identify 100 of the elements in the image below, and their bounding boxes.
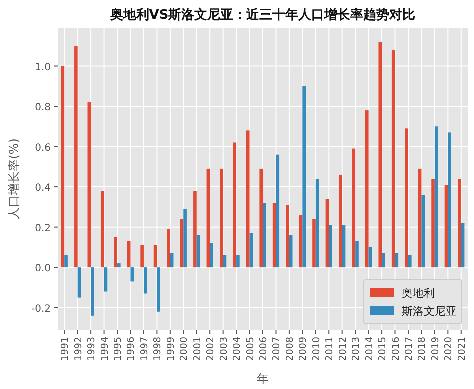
bar <box>210 243 214 268</box>
bar <box>154 245 158 268</box>
x-tick-label: 1995 <box>113 337 124 362</box>
y-tick-label: 0.2 <box>35 223 51 234</box>
x-tick-label: 2010 <box>311 337 322 362</box>
y-tick-label: 0.0 <box>35 264 51 275</box>
bar <box>329 225 332 268</box>
bar <box>170 253 174 268</box>
bar <box>316 179 320 268</box>
bar <box>114 237 118 268</box>
bar <box>236 256 240 268</box>
bar <box>408 256 412 268</box>
bar <box>104 268 108 292</box>
bar <box>422 195 426 268</box>
bar <box>74 46 78 268</box>
bar <box>366 110 369 268</box>
bar <box>368 247 372 268</box>
bar <box>130 268 134 282</box>
bar <box>127 241 131 268</box>
x-tick-label: 1997 <box>139 337 150 362</box>
x-tick-label: 1993 <box>86 337 98 362</box>
bar <box>91 268 94 316</box>
x-tick-label: 1994 <box>100 337 111 362</box>
bar <box>167 229 170 268</box>
bar <box>289 235 293 268</box>
bar <box>312 219 316 268</box>
bar <box>78 268 82 298</box>
y-tick-label: 0.8 <box>35 102 51 114</box>
legend-label: 斯洛文尼亚 <box>402 305 457 318</box>
x-tick-label: 2003 <box>218 337 230 362</box>
y-tick-label: -0.2 <box>31 304 51 315</box>
bar <box>302 86 306 268</box>
x-tick-label: 2009 <box>298 337 310 362</box>
x-tick-label: 2019 <box>430 337 442 362</box>
bar <box>246 130 250 268</box>
bar <box>194 191 197 268</box>
bar <box>432 179 435 268</box>
x-tick-label: 2001 <box>192 337 204 362</box>
x-tick-label: 1991 <box>60 337 72 362</box>
bar <box>276 154 280 268</box>
x-tick-label: 1999 <box>166 337 177 362</box>
bar <box>352 148 356 268</box>
x-tick-label: 2018 <box>417 337 428 362</box>
bar <box>461 223 465 268</box>
bar <box>342 225 346 268</box>
bar <box>64 256 68 268</box>
x-tick-label: 1998 <box>152 337 164 362</box>
x-tick-label: 2007 <box>272 337 283 362</box>
bar <box>448 132 452 268</box>
bar <box>157 268 160 312</box>
bar <box>220 168 224 268</box>
y-tick-label: 0.6 <box>35 142 51 154</box>
x-tick-label: 2004 <box>232 337 244 362</box>
bar <box>395 253 399 268</box>
bar <box>392 50 396 268</box>
bar <box>356 241 359 268</box>
y-axis-title: 人口增长率(%) <box>7 138 21 220</box>
bar <box>339 174 342 268</box>
y-tick-label: 1.0 <box>35 62 51 74</box>
x-tick-label: 1996 <box>126 337 138 362</box>
chart-title: 奥地利VS斯洛文尼亚：近三十年人口增长率趋势对比 <box>109 7 416 23</box>
x-tick-label: 2020 <box>444 337 455 362</box>
bar <box>444 185 448 268</box>
bar <box>144 268 148 294</box>
x-tick-label: 2011 <box>324 337 336 362</box>
bar <box>196 235 200 268</box>
bar <box>88 102 92 268</box>
x-tick-label: 2014 <box>364 337 376 362</box>
bar <box>286 205 290 268</box>
bar <box>382 253 386 268</box>
x-tick-label: 2017 <box>404 337 415 362</box>
x-tick-label: 2008 <box>284 337 296 362</box>
legend-label: 奥地利 <box>402 287 435 300</box>
bar <box>118 264 121 268</box>
bar <box>263 203 266 268</box>
x-tick-label: 2002 <box>206 337 217 362</box>
bar <box>206 168 210 268</box>
bar <box>140 245 144 268</box>
bar <box>405 128 408 268</box>
x-tick-label: 1992 <box>73 337 84 362</box>
bar <box>458 179 462 268</box>
x-tick-label: 2013 <box>351 337 362 362</box>
bar <box>260 168 263 268</box>
x-tick-label: 2000 <box>179 337 190 362</box>
bar <box>299 215 303 268</box>
bar <box>326 199 330 268</box>
x-tick-label: 2016 <box>390 337 402 362</box>
bar <box>378 42 382 268</box>
bar <box>418 168 422 268</box>
bar <box>61 66 65 268</box>
bar <box>184 209 187 268</box>
bar <box>272 203 276 268</box>
x-tick-label: 2012 <box>338 337 349 362</box>
x-axis-title: 年 <box>257 372 269 386</box>
bar <box>180 219 184 268</box>
bar <box>434 126 438 268</box>
bar <box>100 191 104 268</box>
x-tick-label: 2015 <box>378 337 389 362</box>
x-tick-label: 2005 <box>245 337 256 362</box>
bar <box>250 233 254 268</box>
